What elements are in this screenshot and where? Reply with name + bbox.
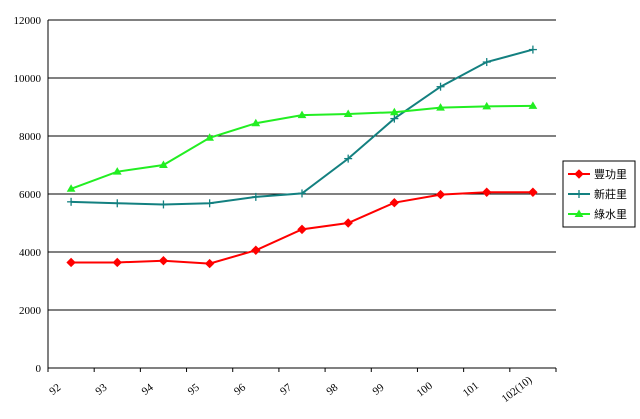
- data-point: [343, 109, 353, 117]
- legend-label: 新莊里: [594, 187, 627, 201]
- x-tick-label: 99: [370, 381, 386, 398]
- data-point: [66, 184, 76, 192]
- data-point: [112, 167, 122, 175]
- gridlines: [48, 19, 556, 311]
- x-tick-label: 94: [140, 381, 156, 398]
- x-tick-label: 93: [93, 381, 109, 398]
- data-point: [298, 189, 306, 198]
- data-point: [159, 160, 168, 168]
- y-tick-label: 6000: [19, 189, 42, 201]
- data-point: [482, 187, 492, 197]
- y-tick-label: 2000: [19, 305, 42, 317]
- data-point: [204, 258, 215, 269]
- data-point: [251, 245, 261, 255]
- data-point: [297, 224, 307, 235]
- legend-label: 豐功里: [594, 168, 627, 181]
- legend-item: 新莊里: [568, 187, 627, 201]
- legend-label: 綠水里: [594, 208, 627, 221]
- axes: [47, 20, 557, 372]
- series-2: [67, 45, 537, 209]
- data-point: [389, 107, 399, 116]
- series: [66, 45, 538, 269]
- x-tick-label: 96: [232, 381, 248, 398]
- data-point: [344, 154, 353, 163]
- x-tick-label: 95: [186, 381, 202, 398]
- data-point: [528, 101, 538, 109]
- x-tick-label: 100: [415, 380, 436, 400]
- x-tick-label: 101: [461, 380, 481, 400]
- data-point: [435, 189, 446, 200]
- x-tick-label: 97: [278, 381, 294, 398]
- data-point: [436, 82, 445, 91]
- legend-marker: [575, 190, 583, 198]
- data-point: [389, 197, 400, 208]
- series-3: [66, 101, 538, 192]
- data-point: [113, 199, 122, 208]
- series-line: [71, 48, 534, 206]
- y-tick-label: 12000: [14, 15, 42, 27]
- data-point: [528, 187, 538, 197]
- data-point: [297, 110, 307, 119]
- data-point: [159, 200, 168, 209]
- x-tick-label: 98: [324, 381, 340, 398]
- y-tick-label: 4000: [19, 247, 42, 259]
- data-point: [205, 133, 215, 141]
- data-point: [482, 58, 491, 67]
- legend-item: 綠水里: [568, 208, 627, 221]
- y-tick-label: 0: [36, 363, 42, 375]
- series-1: [66, 187, 538, 269]
- series-line: [70, 104, 533, 190]
- data-point: [67, 197, 76, 206]
- data-point: [482, 101, 492, 110]
- data-point: [528, 45, 537, 54]
- y-axis-ticks: 0 2000 4000 6000 8000 10000 12000: [14, 15, 42, 375]
- data-point: [436, 103, 445, 111]
- x-tick-label: 92: [47, 382, 63, 398]
- x-tick-label: 102(10): [500, 374, 535, 405]
- data-point: [251, 118, 261, 127]
- data-point: [251, 192, 260, 201]
- y-tick-label: 10000: [14, 73, 42, 85]
- legend-item: 豐功里: [568, 168, 627, 181]
- y-tick-label: 8000: [19, 131, 42, 143]
- legend-marker: [574, 169, 584, 179]
- legend-marker: [574, 209, 584, 217]
- data-point: [158, 255, 169, 266]
- data-point: [66, 257, 76, 268]
- data-point: [343, 218, 353, 228]
- data-point: [112, 257, 122, 268]
- x-axis-ticks: 92 93 94 95 96 97 98 99 100 101 102(10): [47, 374, 535, 405]
- data-point: [205, 199, 214, 208]
- data-point: [390, 114, 399, 123]
